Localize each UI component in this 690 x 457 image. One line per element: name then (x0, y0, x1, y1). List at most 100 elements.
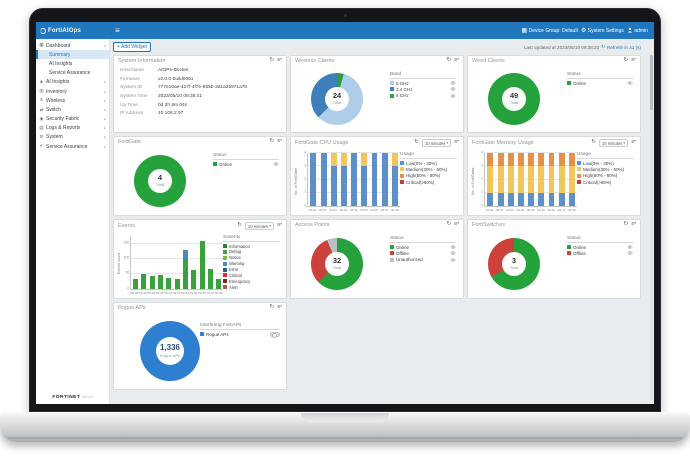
fortigate-donut[interactable]: 4 Total (134, 154, 186, 207)
legend-item-offline[interactable]: Offline (567, 251, 633, 256)
legend-item-debug[interactable]: Debug (223, 249, 280, 254)
refresh-icon[interactable]: ↻ (446, 221, 452, 228)
hamburger-menu-icon[interactable]: ≡ (115, 25, 120, 35)
wireless-clients-donut[interactable]: 24 Total (311, 72, 363, 125)
eye-icon[interactable] (450, 245, 456, 249)
panel-menu-icon[interactable]: ≡▾ (454, 57, 459, 64)
time-range-dropdown[interactable]: 10 minutes ▾ (421, 139, 452, 147)
legend-item-5-ghz[interactable]: 5 GHz (390, 81, 456, 86)
bar-09:31[interactable] (319, 153, 329, 206)
legend-item-medium-30-50[interactable]: Medium(30% - 50%) (400, 167, 457, 172)
bar-09:31[interactable] (156, 236, 164, 289)
legend-item-critical-80[interactable]: Critical(>80%) (577, 180, 634, 185)
panel-menu-icon[interactable]: ≡▾ (277, 304, 282, 311)
sidebar-item-dashboard[interactable]: ▦ Dashboard ▾ (39, 42, 106, 49)
eye-icon[interactable] (627, 251, 633, 256)
panel-menu-icon[interactable]: ≡▾ (277, 138, 282, 145)
bar-09:30[interactable] (308, 153, 318, 206)
system-settings-button[interactable]: ⚙ System Settings (581, 28, 624, 34)
panel-menu-icon[interactable]: ≡▾ (631, 57, 636, 64)
sidebar-subitem-ai-insights[interactable]: AI Insights (49, 60, 73, 67)
scrollbar-thumb[interactable] (650, 55, 653, 110)
bar-09:35[interactable] (359, 153, 369, 206)
sidebar-item-inventory[interactable]: ▥ Inventory ▸ (39, 88, 106, 95)
time-range-dropdown[interactable]: 10 minutes ▾ (598, 139, 629, 147)
access-points-donut[interactable]: 32 Total (311, 237, 363, 290)
eye-icon[interactable] (450, 258, 456, 262)
legend-item-warning[interactable]: Warning (223, 261, 280, 266)
refresh-icon[interactable]: ↻ (623, 57, 629, 64)
sidebar-subitem-summary[interactable]: Summary (36, 50, 109, 60)
panel-menu-icon[interactable]: ≡▾ (277, 222, 282, 229)
sidebar-item-system[interactable]: ⚙ System ▸ (39, 134, 106, 141)
scrollbar[interactable] (650, 55, 653, 401)
user-menu[interactable]: admin (627, 27, 648, 35)
fortiswitches-donut[interactable]: 3 Total (488, 237, 540, 290)
bar-09:32[interactable] (506, 153, 516, 206)
legend-item-online[interactable]: Online (390, 245, 456, 250)
rogue-aps-donut[interactable]: 1,336 Rogue APs (140, 320, 200, 381)
bar-09:36[interactable] (546, 153, 556, 206)
bar-09:33[interactable] (173, 236, 181, 289)
wired-clients-donut[interactable]: 49 Total (488, 72, 540, 125)
device-group-selector[interactable]: ▦ Device Group: Default (521, 28, 577, 34)
eye-icon[interactable] (627, 245, 633, 249)
legend-item-low-0-30[interactable]: Low(0% - 30%) (577, 161, 634, 166)
bar-09:34[interactable] (181, 236, 189, 289)
bar-09:30[interactable] (148, 236, 156, 289)
legend-item-rogue-aps[interactable]: Rogue APs (200, 331, 280, 339)
legend-item-critical[interactable]: Critical (223, 273, 280, 278)
refresh-icon[interactable]: ↻ (414, 139, 419, 146)
bar-09:34[interactable] (349, 153, 359, 206)
legend-item-offline[interactable]: Offline (390, 251, 456, 256)
bar-09:33[interactable] (516, 153, 526, 206)
legend-item-2-4-ghz[interactable]: 2.4 GHz (390, 87, 456, 92)
eye-icon[interactable] (627, 81, 633, 85)
sidebar-item-ai-insights[interactable]: ◈ AI Insights ▸ (39, 79, 106, 86)
legend-item-6-ghz[interactable]: 6 GHz (390, 93, 456, 98)
refresh-icon[interactable]: ↻ (591, 139, 596, 146)
bar-09:36[interactable] (198, 236, 206, 289)
sidebar-item-switch[interactable]: ⇄ Switch ▸ (39, 106, 106, 113)
bar-09:36[interactable] (369, 153, 379, 206)
bar-09:38[interactable] (215, 236, 223, 289)
refresh-icon[interactable]: ↻ (269, 57, 275, 64)
refresh-icon[interactable]: ↻ (446, 57, 452, 64)
sidebar-item-security-fabric[interactable]: ◉ Security Fabric ▸ (39, 115, 106, 123)
legend-item-notice[interactable]: Notice (223, 255, 280, 260)
legend-item-high-50-80[interactable]: High(50% - 80%) (400, 173, 457, 178)
legend-item-error[interactable]: Error (223, 267, 280, 272)
bar-09:35[interactable] (536, 153, 546, 206)
bar-09:31[interactable] (496, 153, 506, 206)
eye-icon[interactable] (450, 94, 456, 98)
eye-icon[interactable] (450, 81, 456, 85)
bar-09:37[interactable] (380, 153, 390, 206)
bar-09:38[interactable] (567, 153, 577, 206)
legend-item-information[interactable]: Information (223, 244, 280, 249)
eye-icon[interactable] (450, 251, 456, 256)
panel-menu-icon[interactable]: ≡▾ (454, 221, 459, 228)
bar-09:32[interactable] (165, 236, 173, 289)
legend-item-unauthorized[interactable]: Unauthorized (390, 257, 456, 262)
eye-icon[interactable] (450, 87, 456, 92)
legend-item-online[interactable]: Online (567, 81, 633, 86)
bar-09:28[interactable] (131, 236, 139, 289)
sidebar-subitem-service-assurance[interactable]: Service Assurance (49, 70, 91, 77)
refresh-icon[interactable]: ↻ (623, 221, 629, 228)
refresh-icon[interactable]: ↻ (601, 44, 606, 49)
panel-menu-icon[interactable]: ≡▾ (631, 139, 636, 146)
legend-item-low-0-30[interactable]: Low(0% - 30%) (400, 161, 457, 166)
refresh-icon[interactable]: ↻ (269, 138, 275, 145)
sidebar-item-service-assurance[interactable]: ✔ Service Assurance ▸ (39, 143, 106, 150)
legend-item-emergency[interactable]: Emergency (223, 279, 280, 284)
legend-item-online[interactable]: Online (567, 245, 633, 250)
bar-09:37[interactable] (557, 153, 567, 206)
panel-menu-icon[interactable]: ≡▾ (277, 57, 282, 64)
bar-09:30[interactable] (485, 153, 495, 206)
bar-09:38[interactable] (390, 153, 400, 206)
bar-09:37[interactable] (206, 236, 214, 289)
eye-icon[interactable] (273, 162, 279, 166)
legend-item-critical-80[interactable]: Critical(>80%) (400, 180, 457, 185)
add-widget-button[interactable]: + Add Widget (113, 42, 151, 52)
bar-09:33[interactable] (339, 153, 349, 206)
